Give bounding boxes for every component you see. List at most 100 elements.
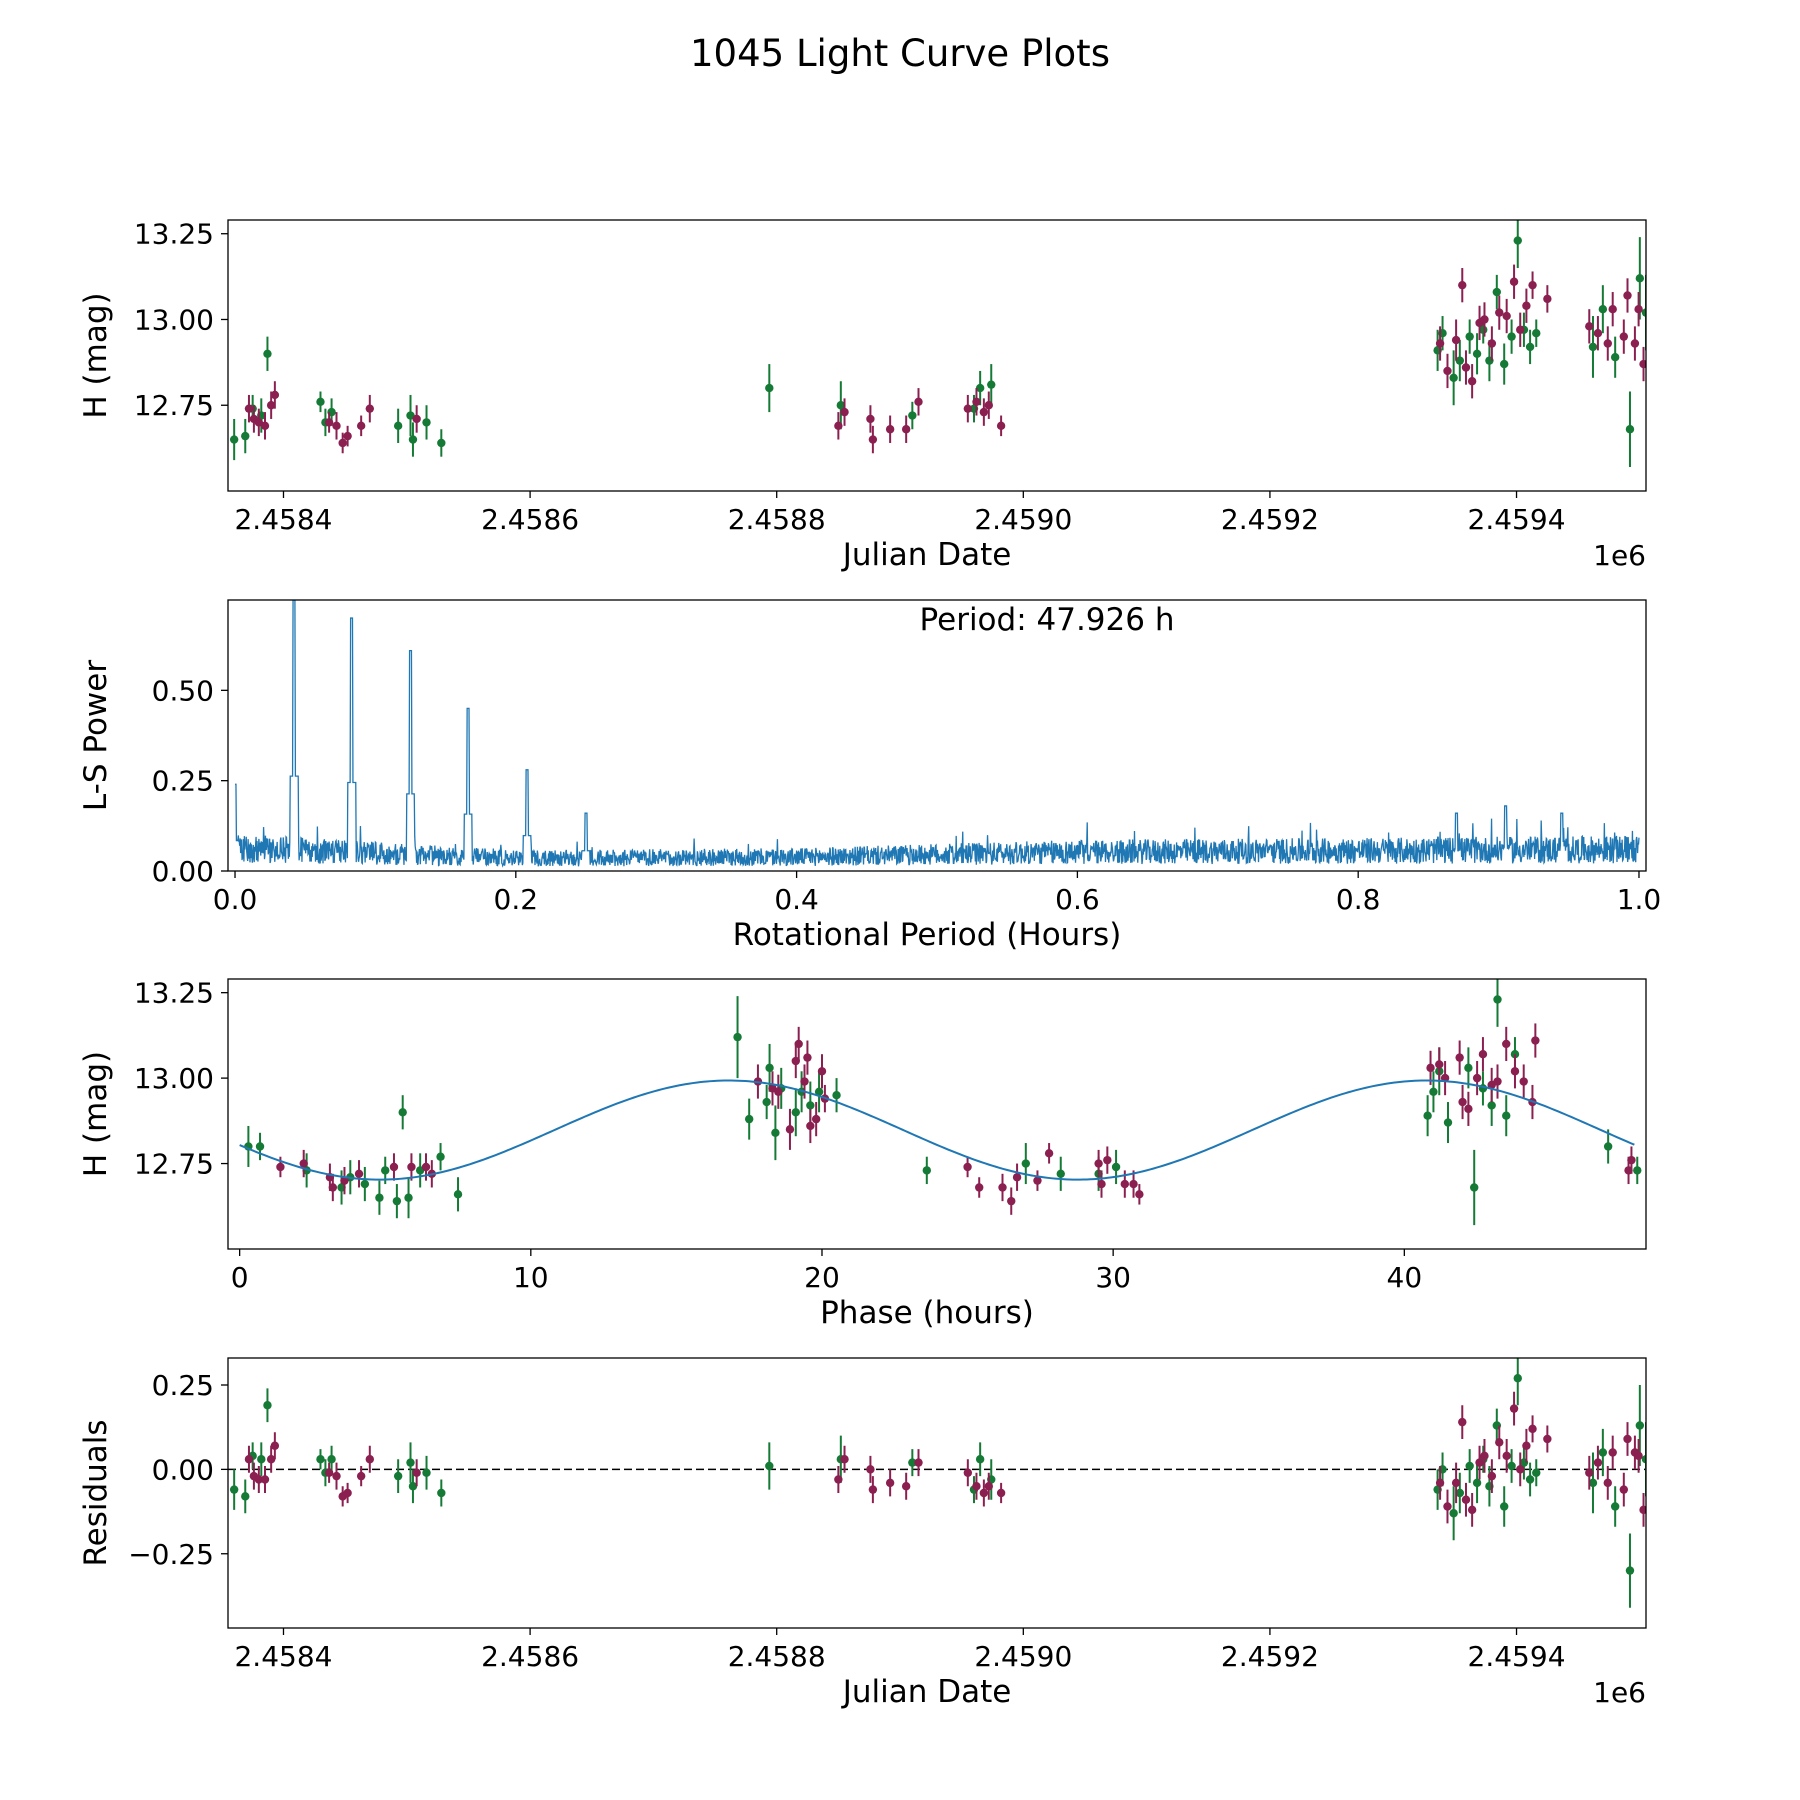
phased-point [255,1142,265,1151]
phased-point [794,1039,803,1049]
residuals-point [257,1455,266,1464]
lightcurve-point [437,438,446,448]
phased-xtick-label: 20 [804,1261,840,1294]
residuals-point [972,1482,981,1491]
residuals-point [408,1482,418,1491]
lightcurve-point [1443,366,1452,376]
phased-point [276,1162,285,1172]
lightcurve-point [1610,353,1620,362]
residuals-point [1461,1495,1471,1504]
phased-point [785,1125,795,1134]
lightcurve-point [996,421,1006,431]
periodogram-ytick-label: 0.00 [152,855,214,888]
residuals-point [1449,1509,1458,1518]
phased-point [803,1053,812,1062]
phased-point [1012,1173,1022,1182]
phased-point [1519,1077,1528,1086]
lightcurve-point [343,431,352,441]
lightcurve-point [1495,308,1504,317]
residuals-offset-text: 1e6 [1593,1676,1646,1709]
residuals-point [765,1461,774,1471]
periodogram-plot-area [235,600,1640,868]
phased-point [963,1162,972,1172]
phased-point [1033,1176,1042,1185]
phased-point [1493,1077,1502,1086]
lightcurve-point [1639,359,1646,369]
lightcurve-point [1435,339,1445,348]
residuals-xlabel: Julian Date [841,1674,1012,1710]
lightcurve-ytick-label: 12.75 [134,389,214,422]
lightcurve-point [316,397,325,407]
residuals-point [406,1458,415,1467]
residuals-point [332,1471,341,1481]
lightcurve-point [365,404,374,413]
periodogram-line [235,600,1640,868]
phased-point [1603,1142,1613,1151]
phased-point [806,1121,815,1131]
phased-point [1464,1104,1473,1114]
phased-xtick-label: 40 [1387,1261,1423,1294]
lightcurve-xtick-label: 2.4584 [234,503,332,536]
lightcurve-point [1458,280,1467,290]
phased-point [1426,1063,1435,1073]
residuals-point [1487,1471,1497,1481]
periodogram-panel: Rotational Period (Hours) L-S Power Peri… [78,599,1661,953]
lightcurve-offset-text: 1e6 [1593,539,1646,572]
phased-point [774,1087,783,1096]
phased-point [404,1193,413,1202]
residuals-point [241,1492,250,1501]
phased-point [1455,1053,1464,1062]
lightcurve-point [1455,356,1465,365]
lightcurve-series-filter-green [229,220,1646,467]
lightcurve-point [244,404,254,413]
periodogram-frame [227,599,1647,872]
lightcurve-point [408,435,418,444]
lightcurve-xtick-label: 2.4588 [728,503,826,536]
phased-frame [227,978,1647,1250]
phased-point [1633,1166,1642,1175]
phased-point [407,1162,416,1172]
lightcurve-point [1451,335,1461,345]
lightcurve-point [1623,291,1632,300]
phased-point [1135,1190,1144,1199]
phased-panel: Phase (hours) H (mag) 0 10 20 30 40 12.75 13.0… [78,977,1647,1331]
periodogram-xtick-label: 0.8 [1336,883,1381,916]
residuals-point [1585,1468,1594,1477]
residuals-ytick-label: 0.25 [152,1369,214,1402]
residuals-point [1507,1461,1516,1471]
phased-point [1478,1049,1488,1059]
lightcurve-point [987,380,996,389]
lightcurve-point [422,418,431,427]
phased-xtick-label: 30 [1095,1261,1131,1294]
phased-point [299,1159,308,1168]
lightcurve-point [1608,304,1617,314]
phased-point [360,1179,370,1189]
lightcurve-point [1630,339,1640,348]
phased-point [1120,1179,1130,1189]
residuals-point [1443,1502,1452,1511]
residuals-point [1495,1438,1504,1447]
phased-point [1021,1159,1031,1168]
lightcurve-xtick-label: 2.4590 [974,503,1072,536]
residuals-point [1598,1448,1608,1457]
lightcurve-point [412,414,421,424]
phased-point [806,1101,815,1110]
lightcurve-point [885,425,895,434]
phased-xlabel: Phase (hours) [820,1295,1034,1331]
residuals-point [1610,1502,1620,1511]
residuals-point [1455,1488,1465,1498]
lightcurve-point [263,349,272,358]
residuals-xtick-label: 2.4584 [234,1640,332,1673]
lightcurve-point [1635,274,1645,283]
lightcurve-point [1507,332,1516,341]
lightcurve-point [866,414,875,424]
phased-ytick-label: 13.00 [134,1062,214,1095]
phased-point [1531,1036,1540,1045]
phased-point [1423,1111,1432,1120]
residuals-point [1509,1404,1519,1413]
phased-point [771,1128,780,1137]
residuals-series-filter-maroon [244,1391,1646,1527]
residuals-point [254,1475,264,1484]
lightcurve-point [229,435,239,444]
